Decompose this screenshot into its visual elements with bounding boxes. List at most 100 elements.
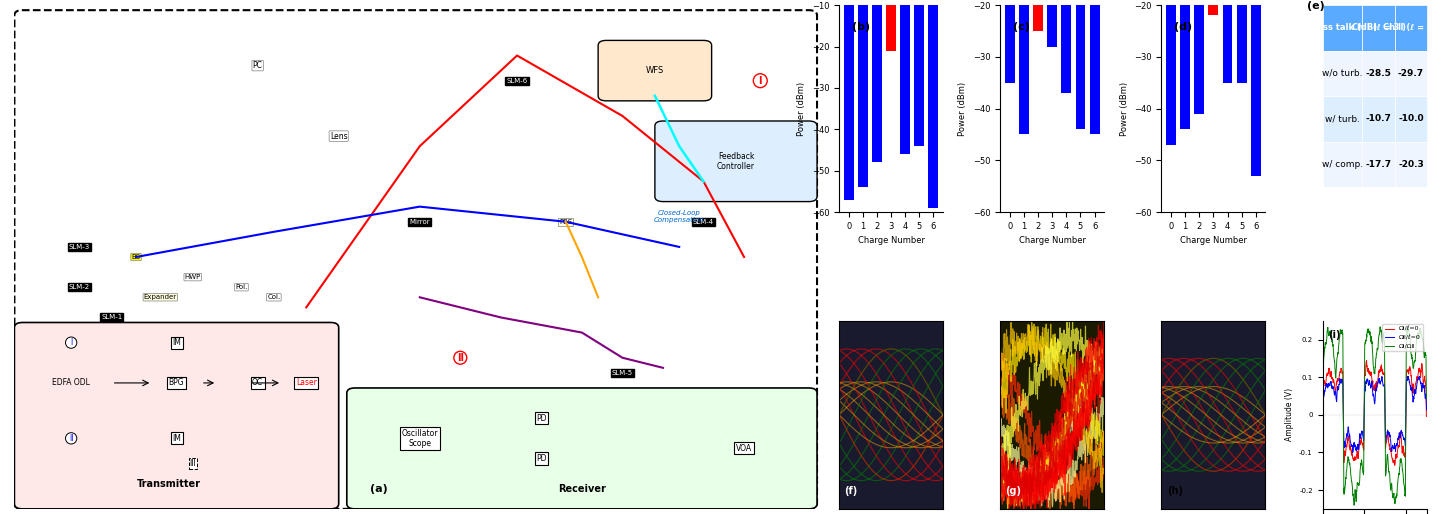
Text: Expander: Expander [144,295,177,300]
Y-axis label: Amplitude (V): Amplitude (V) [1284,388,1294,442]
ΩⅠ/ΩⅡ [1346,502,1363,508]
Bar [1323,5,1362,51]
Text: IM: IM [171,434,182,443]
Text: (h): (h) [1167,486,1183,495]
Bar [886,0,896,51]
Line: ΩⅠ/ΩⅡ: ΩⅠ/ΩⅡ [1323,327,1427,505]
Bar [1362,51,1395,96]
Y-axis label: Power (dBm): Power (dBm) [958,82,967,136]
Bar [1004,0,1014,83]
Text: II: II [69,434,73,443]
Text: PC: PC [252,61,262,70]
ΩⅠ/ℓ=0 [1418,413,1435,419]
Bar [1323,142,1362,187]
ΩⅡ/ℓ=0 [1314,388,1331,394]
Text: w/o turb.: w/o turb. [1321,69,1363,78]
Text: Transmitter: Transmitter [137,479,200,489]
Bar [1395,51,1427,96]
ΩⅡ/ℓ=0 [1417,388,1434,394]
Text: BS: BS [131,254,141,260]
Text: Lens: Lens [330,132,347,141]
Bar [1362,96,1395,142]
ΩⅠ/ΩⅡ [1365,354,1382,360]
Text: WFS: WFS [646,66,664,75]
Text: Col.: Col. [267,295,281,300]
ΩⅠ/ΩⅡ [1370,332,1388,338]
Text: w/ comp.: w/ comp. [1321,160,1363,169]
X-axis label: Charge Number: Charge Number [1019,236,1085,245]
Bar [1019,0,1029,135]
Bar [1395,96,1427,142]
Text: Cross talk (dB): Cross talk (dB) [1307,24,1378,32]
Bar [1323,96,1362,142]
Text: (i): (i) [1327,330,1340,340]
Text: PD: PD [536,454,546,463]
Text: III: III [189,459,196,468]
ΩⅡ/ℓ=0 [1418,407,1435,413]
ΩⅠ/ℓ=0 [1357,357,1375,363]
ΩⅡ/ℓ=0 [1370,375,1388,381]
Bar [901,0,911,154]
FancyBboxPatch shape [347,388,817,509]
FancyBboxPatch shape [654,121,817,201]
Text: Oscillator
Scope: Oscillator Scope [402,429,438,448]
Bar [1362,142,1395,187]
FancyBboxPatch shape [598,41,712,101]
Bar [1323,51,1362,96]
Y-axis label: Power (dBm): Power (dBm) [1120,82,1128,136]
Text: SLM-5: SLM-5 [612,370,633,376]
Bar [1222,0,1232,83]
Text: -10.7: -10.7 [1366,115,1392,123]
Bar [1195,0,1205,114]
Bar [1089,0,1099,135]
ΩⅡ/ℓ=0 [1363,383,1380,389]
ΩⅠ/ΩⅡ [1376,395,1393,401]
Text: -20.3: -20.3 [1398,160,1424,169]
Bar [1180,0,1190,130]
ΩⅠ/ΩⅡ [1418,395,1435,401]
ΩⅠ/ΩⅡ [1372,324,1389,330]
Text: SLM-1: SLM-1 [101,315,122,320]
ΩⅠ/ℓ=0 [1417,374,1434,380]
ΩⅡ/ℓ=0 [1344,450,1362,456]
ΩⅠ/ℓ=0 [1370,368,1388,374]
Text: HWP: HWP [184,274,200,280]
Bar [844,0,853,199]
Text: IM: IM [171,338,182,347]
ΩⅡ/ℓ=0 [1365,392,1382,398]
FancyBboxPatch shape [14,10,817,509]
Text: (a): (a) [370,484,388,494]
Text: I: I [758,76,762,86]
Bar [1251,0,1261,176]
Text: SLM-3: SLM-3 [69,244,89,250]
Text: (g): (g) [1006,486,1022,495]
Text: Feedback
Controller: Feedback Controller [718,152,755,171]
Text: -29.7: -29.7 [1398,69,1424,78]
ΩⅠ/ΩⅡ [1417,351,1434,357]
Text: (f): (f) [844,486,857,495]
ΩⅠ/ℓ=0 [1363,380,1380,387]
Bar [928,0,938,208]
Text: Receiver: Receiver [558,484,605,494]
Text: SLM-2: SLM-2 [69,284,89,290]
Line: ΩⅡ/ℓ=0: ΩⅡ/ℓ=0 [1323,376,1427,453]
FancyBboxPatch shape [14,322,339,509]
Text: Mirror: Mirror [409,219,429,225]
Text: (b): (b) [852,22,870,32]
Bar [1209,0,1219,15]
Text: Ch Ⅱ (ℓ = 2 ): Ch Ⅱ (ℓ = 2 ) [1383,24,1440,32]
ΩⅠ/ℓ=0 [1399,368,1417,374]
Text: VOA: VOA [736,444,752,453]
Text: PD: PD [536,414,546,423]
Text: SLM-4: SLM-4 [693,219,715,225]
Bar [1075,0,1085,130]
ΩⅠ/ℓ=0 [1376,386,1393,392]
Bar [1395,5,1427,51]
Text: Pol.: Pol. [235,284,248,290]
ΩⅠ/ℓ=0 [1314,386,1331,392]
Text: Laser: Laser [295,378,317,388]
ΩⅠ/ℓ=0 [1386,462,1404,468]
Text: EDFA ODL: EDFA ODL [52,378,91,388]
ΩⅡ/ℓ=0 [1399,373,1417,379]
Text: II: II [457,353,464,363]
